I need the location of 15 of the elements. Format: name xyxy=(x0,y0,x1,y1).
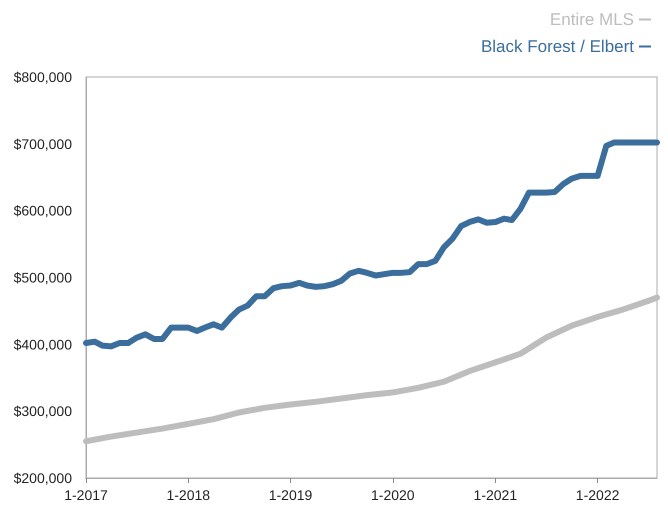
y-tick-label: $600,000 xyxy=(14,202,72,219)
y-tick-label: $200,000 xyxy=(14,470,72,486)
x-tick-label: 1-2022 xyxy=(576,487,620,503)
legend-label: Entire MLS xyxy=(550,10,634,29)
y-tick-label: $800,000 xyxy=(14,69,72,85)
y-tick-label: $300,000 xyxy=(14,403,72,420)
x-tick-label: 1-2020 xyxy=(370,487,415,503)
x-tick-label: 1-2017 xyxy=(64,487,108,503)
x-tick-label: 1-2021 xyxy=(474,487,518,503)
x-tick-label: 1-2018 xyxy=(166,487,210,503)
x-tick-label: 1-2019 xyxy=(268,487,313,503)
y-tick-label: $500,000 xyxy=(14,270,72,286)
y-tick-label: $400,000 xyxy=(14,336,72,352)
y-tick-label: $700,000 xyxy=(14,136,72,152)
legend-label: Black Forest / Elbert xyxy=(480,37,634,56)
